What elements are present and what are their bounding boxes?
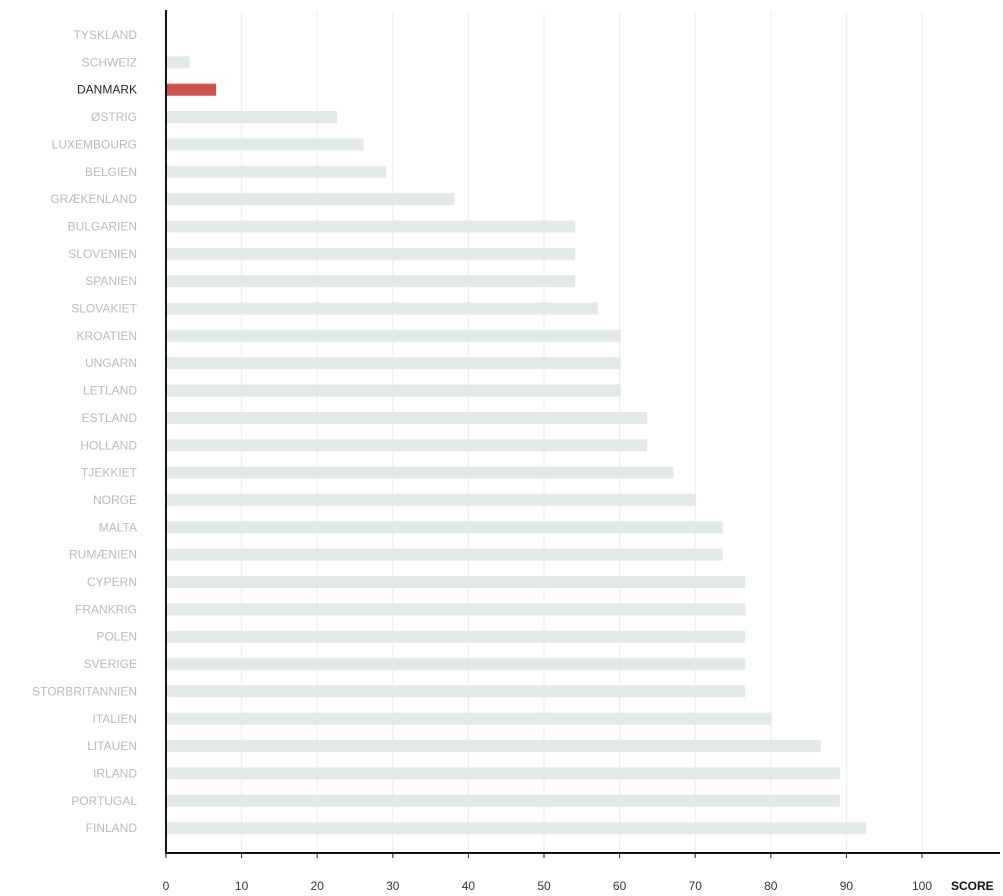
x-tick-label: 40: [462, 879, 476, 893]
bar-holland: [167, 439, 648, 452]
axes: [165, 10, 1000, 854]
category-label-belgien: BELGIEN: [85, 165, 137, 179]
category-label-tyskland: TYSKLAND: [74, 28, 138, 42]
gridlines: [241, 12, 923, 853]
bar-malta: [167, 521, 723, 534]
bar-kroatien: [167, 329, 621, 342]
category-label-kroatien: KROATIEN: [77, 329, 137, 343]
x-tick-label: 0: [163, 879, 170, 893]
bar-polen: [167, 630, 746, 643]
bar-rum-nien: [167, 548, 723, 561]
x-tick-label: 50: [537, 879, 551, 893]
category-label-ungarn: UNGARN: [85, 356, 137, 370]
category-label-norge: NORGE: [93, 493, 137, 507]
category-label-bulgarien: BULGARIEN: [68, 219, 137, 233]
bar-bulgarien: [167, 220, 576, 233]
x-tick-label: 90: [840, 879, 854, 893]
bar-cypern: [167, 576, 746, 588]
x-tick-label: 70: [689, 879, 703, 893]
category-label-danmark: DANMARK: [77, 83, 137, 97]
category-label-schweiz: SCHWEIZ: [82, 55, 137, 69]
bar-slovakiet: [167, 302, 598, 315]
category-label-finland: FINLAND: [86, 821, 138, 835]
category-label-spanien: SPANIEN: [85, 274, 137, 288]
bar-ungarn: [167, 357, 621, 370]
bar-danmark: [167, 83, 217, 96]
x-tick-label: 30: [386, 879, 400, 893]
category-label-cypern: CYPERN: [87, 575, 137, 589]
bar-litauen: [167, 740, 821, 753]
bar-tjekkiet: [167, 466, 674, 479]
category-label-holland: HOLLAND: [80, 438, 137, 452]
bar-frankrig: [167, 603, 746, 616]
category-label-slovenien: SLOVENIEN: [68, 247, 137, 261]
category-label-malta: MALTA: [99, 520, 137, 534]
bar-slovenien: [167, 247, 576, 260]
bars: [167, 56, 867, 835]
x-tick-label: 60: [613, 879, 627, 893]
x-tick-label: 100: [912, 879, 932, 893]
bar-gr-kenland: [167, 193, 455, 206]
category-label-litauen: LITAUEN: [87, 739, 137, 753]
bar-schweiz: [167, 56, 190, 69]
category-label-gr-kenland: GRÆKENLAND: [50, 192, 137, 206]
bar-letland: [167, 384, 621, 397]
bar-belgien: [167, 165, 387, 178]
bar-italien: [167, 712, 772, 725]
x-tick-label: 80: [764, 879, 778, 893]
bar-luxembourg: [167, 138, 364, 151]
bar-finland: [167, 822, 867, 835]
bar-storbritannien: [167, 685, 746, 698]
category-label-luxembourg: LUXEMBOURG: [52, 137, 137, 151]
category-label-rum-nien: RUMÆNIEN: [69, 548, 137, 562]
category-label-portugal: PORTUGAL: [71, 794, 137, 808]
bar-sverige: [167, 658, 746, 671]
category-label-sverige: SVERIGE: [84, 657, 137, 671]
bar-portugal: [167, 794, 840, 807]
x-axis-ticks: 0 10 20 30 40 50 60 70 80 90 100: [163, 853, 932, 893]
bar-norge: [167, 493, 697, 506]
category-label-estland: ESTLAND: [82, 411, 138, 425]
category-label-polen: POLEN: [96, 630, 137, 644]
category-labels: TYSKLAND SCHWEIZ DANMARK ØSTRIG LUXEMBOURG BE…: [32, 28, 138, 835]
category-label--strig: ØSTRIG: [91, 110, 137, 124]
category-label-storbritannien: STORBRITANNIEN: [32, 684, 137, 698]
bar-spanien: [167, 275, 576, 288]
category-label-italien: ITALIEN: [93, 712, 137, 726]
category-label-letland: LETLAND: [83, 384, 137, 398]
bar--strig: [167, 111, 338, 124]
category-label-frankrig: FRANKRIG: [75, 602, 137, 616]
category-label-irland: IRLAND: [93, 766, 137, 780]
bar-irland: [167, 767, 840, 780]
bar-estland: [167, 411, 648, 424]
category-label-tjekkiet: TJEKKIET: [81, 466, 138, 480]
x-tick-label: 10: [235, 879, 249, 893]
category-label-slovakiet: SLOVAKIET: [71, 302, 137, 316]
x-axis-title: SCORE: [951, 879, 994, 893]
x-tick-label: 20: [311, 879, 325, 893]
